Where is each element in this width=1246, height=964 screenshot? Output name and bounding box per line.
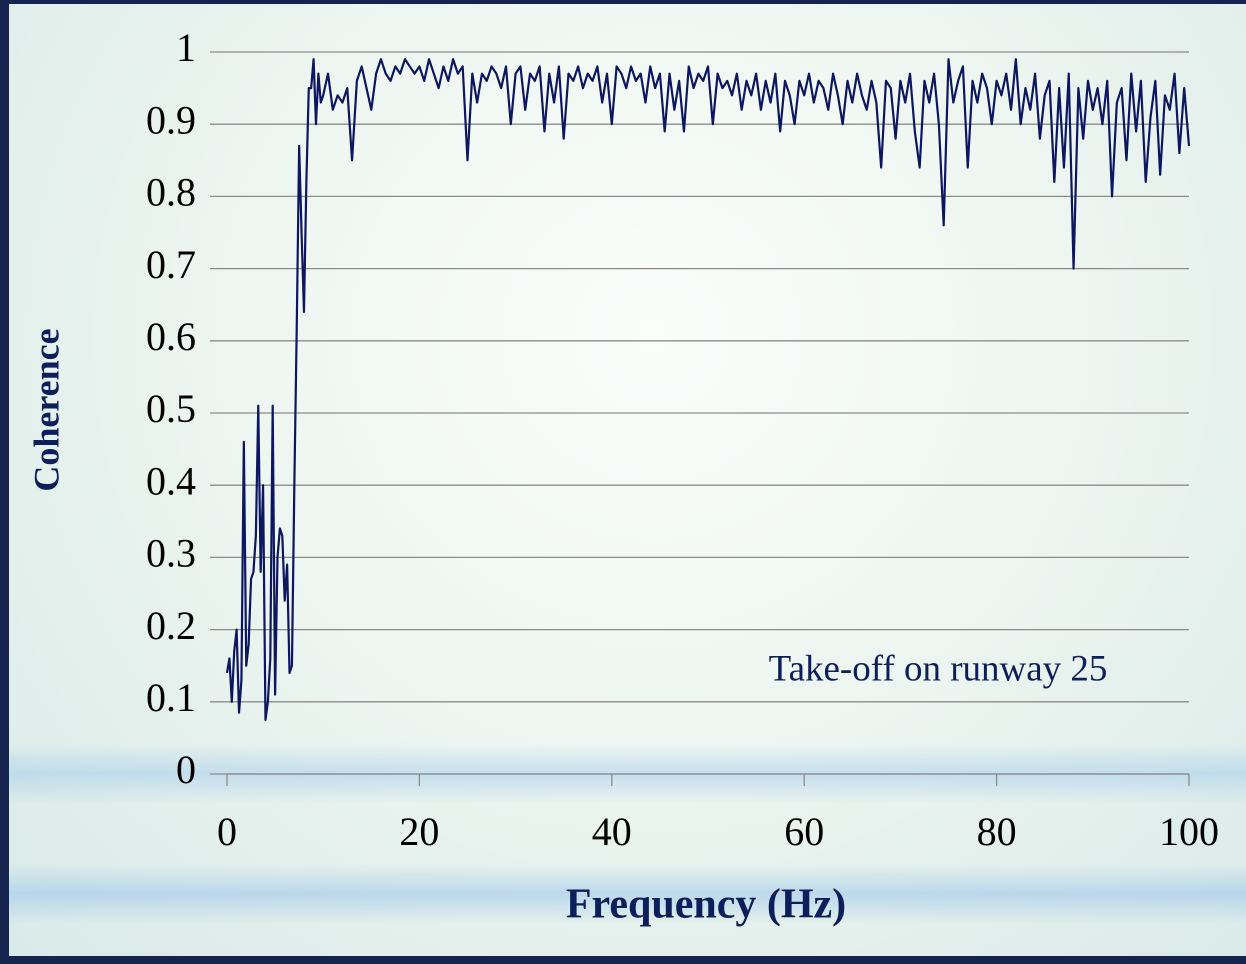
x-tick-label: 60 (784, 809, 824, 854)
y-tick-label: 0.2 (146, 603, 196, 648)
y-tick-label: 0.9 (146, 97, 196, 142)
x-tick-label: 0 (217, 809, 237, 854)
x-tick-label: 80 (977, 809, 1017, 854)
data-line (225, 58, 1191, 721)
y-axis-label: Coherence (26, 328, 66, 491)
y-tick-label: 1 (176, 25, 196, 70)
x-tick-label: 100 (1159, 809, 1219, 854)
y-tick-label: 0 (176, 747, 196, 792)
x-tick-label: 40 (592, 809, 632, 854)
y-tick-label: 0.6 (146, 314, 196, 359)
y-tick-label: 0.7 (146, 242, 196, 287)
annotation: Take-off on runway 25 (769, 648, 1108, 689)
x-axis-label: Frequency (Hz) (566, 882, 846, 928)
y-tick-label: 0.5 (146, 386, 196, 431)
y-tick-label: 0.4 (146, 458, 196, 503)
y-tick-label: 0.8 (146, 170, 196, 215)
x-tick-label: 20 (399, 809, 439, 854)
background-band (9, 864, 1246, 924)
y-tick-label: 0.1 (146, 675, 196, 720)
y-tick-label: 0.3 (146, 531, 196, 576)
